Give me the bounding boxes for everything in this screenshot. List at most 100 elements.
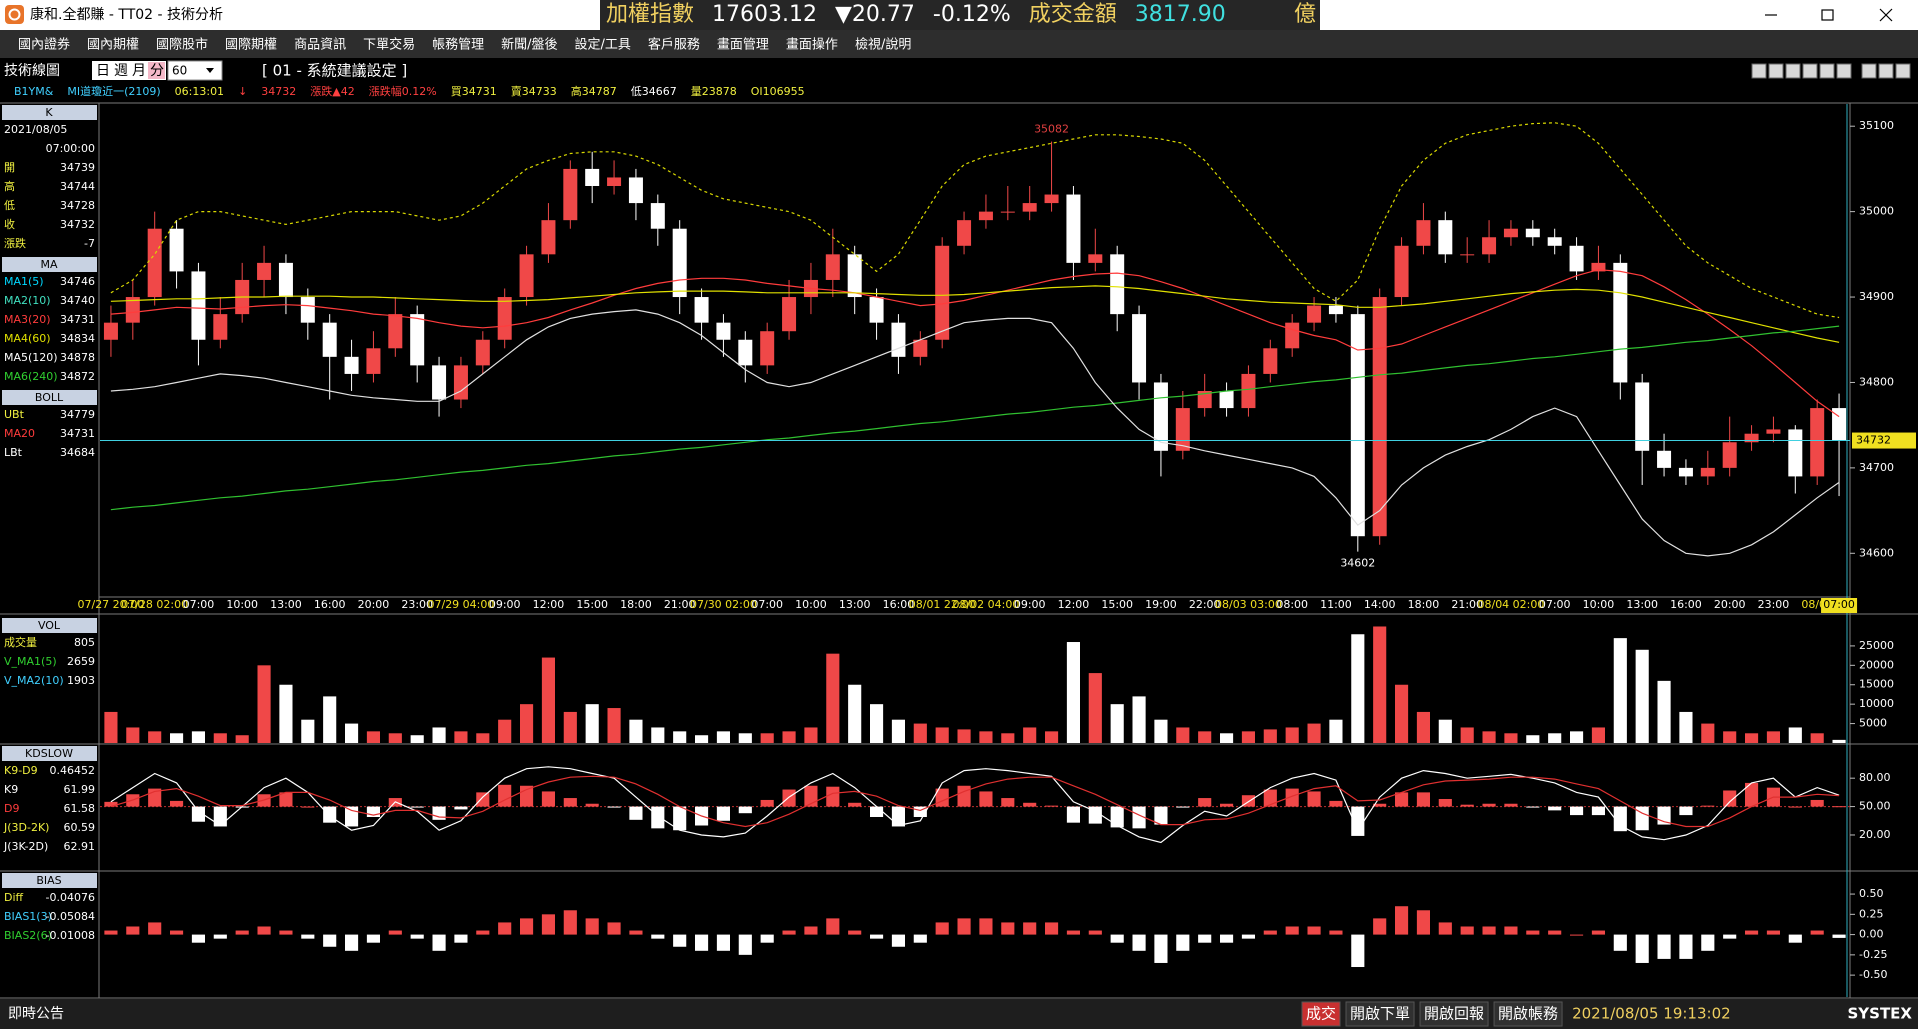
bar	[1176, 934, 1190, 951]
period-box[interactable]	[92, 61, 166, 80]
kd-bar	[1154, 806, 1168, 825]
candle-body	[1810, 408, 1825, 477]
kd-bar	[1810, 799, 1824, 807]
status-button-bg[interactable]	[1419, 1001, 1489, 1027]
bar	[1045, 922, 1059, 935]
period[interactable]: 週	[114, 63, 128, 79]
period[interactable]: 日	[96, 63, 110, 79]
candle-body	[453, 365, 468, 400]
row-label: MA6(240)	[4, 370, 58, 383]
x-tick-label: 07/27 20:00	[77, 598, 144, 611]
indicator-line	[110, 269, 1840, 418]
candle-body	[1482, 237, 1497, 255]
x-tick-label: 13:00	[270, 598, 302, 611]
bar	[213, 934, 227, 939]
bar	[760, 934, 774, 943]
candle-body	[475, 339, 490, 366]
bar	[498, 719, 512, 743]
bar	[345, 934, 359, 951]
menu-item[interactable]: 商品資訊	[294, 38, 346, 53]
kd-bar	[1526, 806, 1540, 808]
menu-item[interactable]: 新聞/盤後	[501, 37, 557, 53]
status-button[interactable]: 開啟回報	[1424, 1005, 1484, 1023]
bar	[126, 926, 140, 935]
interval-box[interactable]	[167, 60, 223, 81]
menu-item[interactable]: 國內證券	[18, 37, 70, 53]
row-value: 34834	[60, 332, 95, 345]
menu-item[interactable]: 國際期權	[225, 38, 277, 53]
status-button[interactable]: 成交	[1306, 1005, 1336, 1023]
min-label: 34602	[1340, 557, 1375, 570]
kd-bar	[1285, 788, 1299, 807]
status-button-bg[interactable]	[1345, 1001, 1415, 1027]
menu-item[interactable]: 國際股市	[156, 37, 208, 53]
bar	[476, 930, 490, 935]
row-label: J(3K-2D)	[3, 840, 48, 853]
kd-bar	[170, 800, 184, 807]
status-notice[interactable]: 即時公告	[8, 1006, 64, 1022]
candle-body	[1569, 245, 1584, 272]
candle-body	[1657, 450, 1672, 468]
menu-item[interactable]: 帳務管理	[432, 38, 484, 53]
bar	[345, 723, 359, 743]
menu-item[interactable]: 畫面操作	[786, 37, 838, 53]
bar	[957, 729, 971, 743]
candle-body	[1678, 467, 1693, 477]
kd-bar	[1482, 803, 1496, 807]
x-label-highlight	[1821, 598, 1858, 613]
candle-body	[825, 254, 840, 280]
bar	[935, 727, 949, 743]
status-button[interactable]: 開啟下單	[1350, 1005, 1410, 1023]
row-value: 34740	[60, 294, 95, 307]
ticker-item: ▼20.77	[835, 2, 915, 27]
status-button-active[interactable]	[1301, 1001, 1341, 1027]
row-label: V_MA2(10)	[4, 674, 64, 687]
period[interactable]: 分	[150, 63, 164, 79]
bar	[1701, 723, 1715, 743]
bar	[1307, 926, 1321, 935]
menu-item[interactable]: 檢視/說明	[855, 37, 911, 53]
interval[interactable]: 60	[172, 64, 187, 78]
bar	[1416, 910, 1430, 935]
quote-item: 量23878	[691, 85, 737, 98]
menu-item[interactable]: 設定/工具	[575, 37, 631, 53]
row-value: 0.46452	[50, 764, 96, 777]
candle-body	[322, 322, 337, 357]
menu-item[interactable]: 客戶服務	[648, 37, 700, 53]
row-label: 低	[4, 199, 15, 212]
bar	[301, 934, 315, 939]
status-button-bg[interactable]	[1493, 1001, 1563, 1027]
panel-header	[2, 257, 97, 272]
kd-bar	[1176, 806, 1190, 808]
bar	[1023, 922, 1037, 935]
candle-body	[519, 254, 534, 298]
menu-item[interactable]: 畫面管理	[717, 38, 769, 53]
bar	[585, 704, 599, 743]
x-tick-label: 08/02 04:00	[952, 598, 1019, 611]
candle-body	[607, 177, 622, 186]
window-controls[interactable]	[1765, 8, 1893, 22]
bar	[629, 719, 643, 743]
kd-bar	[913, 806, 927, 817]
menu-item[interactable]: 國內期權	[87, 38, 139, 53]
candle-body	[388, 314, 403, 349]
toolbar-icons[interactable]	[1751, 63, 1911, 79]
kd-bar	[279, 792, 293, 807]
menu-item[interactable]: 下單交易	[363, 37, 415, 53]
bar	[1198, 731, 1212, 743]
kd-bar	[607, 806, 621, 808]
row-value: 34746	[60, 275, 95, 288]
kd-bar	[454, 806, 468, 810]
bar	[323, 934, 337, 947]
bar	[804, 727, 818, 743]
status-button[interactable]: 開啟帳務	[1498, 1005, 1558, 1023]
bar	[1263, 729, 1277, 743]
x-tick-label: 18:00	[620, 598, 652, 611]
bar	[607, 922, 621, 935]
layout-name[interactable]: [ 01 - 系統建議設定 ]	[262, 62, 407, 80]
x-tick-label: 07:00	[1823, 598, 1855, 611]
period[interactable]: 月	[132, 63, 146, 79]
dropdown-arrow[interactable]	[206, 68, 214, 73]
x-tick-label: 08:00	[1276, 598, 1308, 611]
bar	[1023, 727, 1037, 743]
